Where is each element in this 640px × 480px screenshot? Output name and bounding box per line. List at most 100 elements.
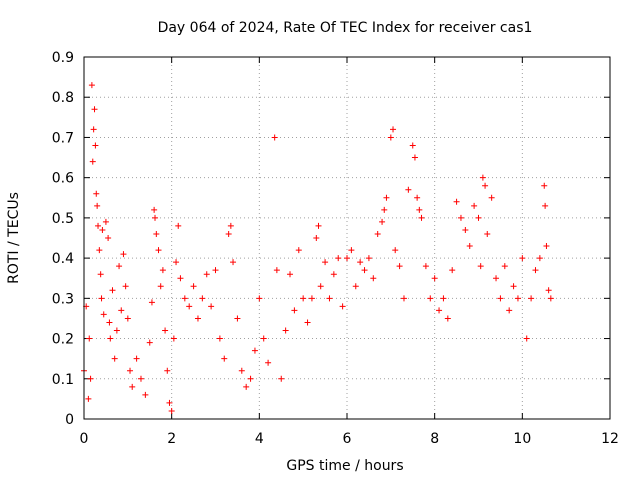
data-point xyxy=(107,335,114,342)
data-point xyxy=(300,295,307,302)
data-point xyxy=(151,206,158,213)
data-point xyxy=(111,355,118,362)
data-point xyxy=(251,347,258,354)
data-point xyxy=(168,407,175,414)
data-point xyxy=(392,247,399,254)
data-point xyxy=(133,355,140,362)
x-tick-label: 2 xyxy=(167,431,176,447)
chart-title: Day 064 of 2024, Rate Of TEC Index for r… xyxy=(158,20,533,36)
x-tick-label: 8 xyxy=(430,431,439,447)
data-point xyxy=(122,283,129,290)
data-point xyxy=(523,335,530,342)
data-point xyxy=(95,222,102,229)
data-point xyxy=(99,226,106,233)
data-point xyxy=(326,295,333,302)
data-point xyxy=(85,395,92,402)
data-point xyxy=(383,194,390,201)
data-point xyxy=(127,367,134,374)
data-point xyxy=(260,335,267,342)
data-point xyxy=(519,255,526,262)
y-axis-label: ROTI / TECUs xyxy=(6,192,22,284)
data-point xyxy=(374,230,381,237)
data-point xyxy=(120,251,127,258)
data-point xyxy=(453,198,460,205)
data-point xyxy=(90,126,97,133)
data-point xyxy=(506,307,513,314)
data-point xyxy=(543,243,550,250)
data-point xyxy=(514,295,521,302)
data-point xyxy=(142,391,149,398)
data-point xyxy=(148,299,155,306)
data-point xyxy=(98,295,105,302)
data-point xyxy=(146,339,153,346)
data-point xyxy=(234,315,241,322)
data-point xyxy=(190,283,197,290)
data-point xyxy=(157,283,164,290)
data-point xyxy=(93,190,100,197)
y-tick-label: 0.5 xyxy=(52,211,74,227)
data-point xyxy=(91,106,98,113)
data-point xyxy=(164,367,171,374)
data-point xyxy=(427,295,434,302)
data-point xyxy=(475,214,482,221)
data-point xyxy=(510,283,517,290)
data-point xyxy=(102,218,109,225)
data-point xyxy=(208,303,215,310)
data-point xyxy=(409,142,416,149)
data-point xyxy=(344,255,350,262)
y-tick-label: 0.7 xyxy=(52,130,74,146)
data-point xyxy=(166,399,173,406)
data-point xyxy=(225,230,232,237)
data-point xyxy=(477,263,484,270)
data-point xyxy=(457,214,464,221)
data-point xyxy=(216,335,223,342)
data-point xyxy=(227,222,234,229)
data-point xyxy=(173,259,180,266)
data-point xyxy=(92,142,99,149)
grid-lines xyxy=(84,57,610,419)
data-point xyxy=(330,271,337,278)
data-point xyxy=(390,126,397,133)
x-tick-label: 6 xyxy=(343,431,352,447)
data-point xyxy=(322,259,329,266)
data-point xyxy=(479,174,486,181)
data-point xyxy=(387,134,394,141)
data-point xyxy=(282,327,289,334)
data-point xyxy=(313,235,320,241)
data-point xyxy=(370,275,377,282)
data-point xyxy=(186,303,193,310)
data-point xyxy=(444,315,451,322)
data-point xyxy=(545,287,552,294)
data-point xyxy=(335,255,342,262)
data-point xyxy=(317,283,324,290)
data-point xyxy=(418,214,425,221)
data-point xyxy=(291,307,298,314)
data-point xyxy=(396,263,403,270)
x-tick-label: 10 xyxy=(513,431,531,447)
data-point xyxy=(482,182,489,189)
data-point xyxy=(155,247,162,254)
x-tick-label: 4 xyxy=(255,431,264,447)
data-point xyxy=(116,263,123,270)
data-point xyxy=(153,230,160,237)
data-point xyxy=(484,230,491,237)
data-point xyxy=(159,267,166,274)
data-point xyxy=(170,335,177,342)
data-point xyxy=(256,295,263,302)
data-point xyxy=(152,214,159,221)
data-point xyxy=(493,275,500,282)
data-point xyxy=(86,335,93,342)
data-point xyxy=(175,222,182,229)
data-point xyxy=(221,355,228,362)
data-point xyxy=(541,182,548,189)
data-point xyxy=(177,275,184,282)
x-tick-label: 0 xyxy=(80,431,89,447)
y-tick-label: 0.4 xyxy=(52,251,74,267)
data-point xyxy=(194,315,201,322)
plot-frame xyxy=(83,56,611,420)
data-point xyxy=(348,247,355,254)
data-point xyxy=(466,243,473,250)
data-point xyxy=(411,154,418,161)
y-tick-label: 0.6 xyxy=(52,171,74,187)
